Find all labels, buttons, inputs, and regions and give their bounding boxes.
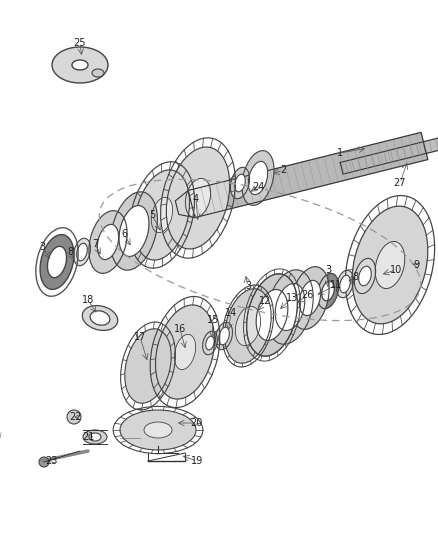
- Ellipse shape: [92, 69, 104, 77]
- Ellipse shape: [291, 266, 329, 329]
- Text: 15: 15: [207, 315, 219, 325]
- Ellipse shape: [89, 211, 127, 273]
- Ellipse shape: [90, 311, 110, 325]
- Ellipse shape: [72, 60, 88, 70]
- Ellipse shape: [203, 331, 217, 355]
- Ellipse shape: [318, 273, 339, 309]
- Text: 17: 17: [134, 332, 146, 342]
- Ellipse shape: [219, 327, 230, 345]
- Ellipse shape: [247, 274, 297, 356]
- Ellipse shape: [125, 329, 171, 403]
- Ellipse shape: [235, 174, 245, 192]
- Text: 8: 8: [67, 247, 73, 257]
- Ellipse shape: [256, 289, 288, 341]
- Text: 1: 1: [337, 148, 343, 158]
- Ellipse shape: [47, 246, 67, 278]
- Ellipse shape: [82, 305, 118, 330]
- Ellipse shape: [275, 284, 305, 330]
- Ellipse shape: [134, 170, 190, 260]
- Text: 7: 7: [92, 239, 98, 249]
- Ellipse shape: [39, 457, 49, 467]
- Text: 25: 25: [74, 38, 86, 48]
- Ellipse shape: [354, 259, 376, 294]
- Ellipse shape: [83, 430, 107, 444]
- Ellipse shape: [267, 270, 313, 344]
- Text: 3: 3: [325, 265, 331, 275]
- Ellipse shape: [321, 281, 334, 301]
- Text: 6: 6: [121, 229, 127, 239]
- Ellipse shape: [119, 206, 149, 256]
- Ellipse shape: [235, 306, 261, 345]
- Text: 26: 26: [301, 290, 313, 300]
- Ellipse shape: [144, 422, 172, 438]
- Ellipse shape: [120, 410, 196, 450]
- Text: 8: 8: [352, 272, 358, 282]
- Text: 4: 4: [193, 194, 199, 204]
- Text: 16: 16: [174, 324, 186, 334]
- Ellipse shape: [52, 47, 108, 83]
- Text: 27: 27: [394, 178, 406, 188]
- Text: 9: 9: [413, 260, 419, 270]
- Ellipse shape: [352, 206, 428, 324]
- Ellipse shape: [74, 238, 91, 266]
- Polygon shape: [188, 132, 428, 217]
- Ellipse shape: [359, 266, 371, 286]
- Text: 3: 3: [39, 242, 45, 252]
- Text: 13: 13: [286, 293, 298, 303]
- Text: 10: 10: [390, 265, 402, 275]
- Ellipse shape: [77, 243, 87, 261]
- Text: 20: 20: [190, 418, 202, 428]
- Text: 3: 3: [245, 281, 251, 291]
- Text: 2: 2: [280, 165, 286, 175]
- Ellipse shape: [299, 280, 321, 316]
- Text: 19: 19: [191, 456, 203, 466]
- Text: 12: 12: [259, 296, 271, 306]
- Text: 14: 14: [225, 308, 237, 318]
- Ellipse shape: [215, 322, 233, 350]
- Ellipse shape: [340, 275, 350, 293]
- Ellipse shape: [185, 179, 211, 217]
- Ellipse shape: [40, 235, 74, 289]
- Ellipse shape: [67, 410, 81, 424]
- Text: 23: 23: [45, 456, 57, 466]
- Polygon shape: [340, 136, 438, 174]
- Ellipse shape: [248, 161, 268, 195]
- Text: 21: 21: [82, 432, 94, 442]
- Ellipse shape: [206, 336, 214, 350]
- Ellipse shape: [242, 151, 274, 205]
- Text: 18: 18: [82, 295, 94, 305]
- Ellipse shape: [174, 334, 196, 369]
- Ellipse shape: [375, 241, 405, 288]
- Ellipse shape: [110, 192, 157, 270]
- Polygon shape: [175, 190, 195, 217]
- Ellipse shape: [336, 270, 353, 298]
- Text: 22: 22: [70, 412, 82, 422]
- Ellipse shape: [152, 197, 173, 232]
- Ellipse shape: [247, 274, 297, 356]
- Ellipse shape: [230, 167, 250, 199]
- Ellipse shape: [166, 147, 230, 249]
- Ellipse shape: [97, 224, 119, 260]
- Text: 11: 11: [330, 280, 342, 290]
- Ellipse shape: [225, 289, 271, 364]
- Ellipse shape: [89, 433, 101, 441]
- Ellipse shape: [155, 305, 215, 399]
- Text: 5: 5: [149, 210, 155, 220]
- Text: 24: 24: [252, 182, 264, 192]
